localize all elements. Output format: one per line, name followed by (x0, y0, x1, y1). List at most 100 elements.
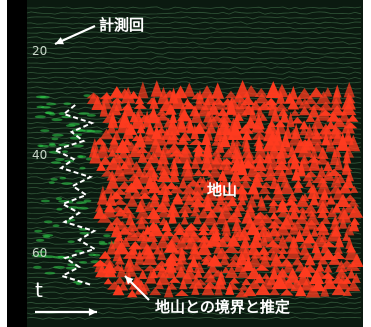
bedrock-signal-mark (236, 157, 248, 176)
bedrock-signal-mark (177, 147, 193, 164)
bedrock-signal-mark (103, 278, 113, 285)
bedrock-signal-mark (329, 147, 340, 166)
bedrock-signal-mark (134, 107, 145, 116)
bedrock-signal-mark (264, 153, 280, 170)
bedrock-signal-mark (198, 222, 211, 232)
bedrock-signal-mark (308, 103, 324, 111)
bedrock-signal-mark (139, 185, 150, 195)
bedrock-signal-mark (237, 124, 254, 134)
left-black-strip (7, 0, 27, 327)
bedrock-signal-mark (301, 222, 312, 237)
bedrock-signal-mark (276, 168, 289, 183)
bedrock-signal-mark (230, 148, 244, 164)
trace-line (26, 11, 362, 15)
bedrock-signal-mark (106, 122, 117, 134)
bedrock-signal-mark (329, 218, 341, 230)
bedrock-signal-mark (339, 215, 348, 229)
bedrock-signal-mark (178, 177, 188, 189)
bedrock-signal-mark (326, 112, 341, 122)
bedrock-signal-mark (95, 203, 104, 212)
bedrock-signal-mark (254, 87, 268, 98)
bedrock-signal-mark (105, 192, 117, 206)
bedrock-signal-mark (294, 284, 307, 297)
bedrock-signal-mark (134, 280, 149, 295)
bedrock-signal-mark (305, 179, 314, 187)
bedrock-signal-mark (118, 281, 129, 291)
bedrock-signal-mark (276, 90, 286, 104)
bedrock-signal-mark (311, 115, 325, 129)
bedrock-signal-mark (288, 207, 300, 220)
bedrock-signal-mark (236, 243, 252, 254)
bedrock-signal-mark (97, 213, 112, 223)
bedrock-signal-mark (243, 85, 260, 97)
bedrock-signal-mark (190, 190, 205, 201)
bedrock-signal-mark (149, 169, 159, 182)
bedrock-signal-mark (121, 86, 136, 104)
bedrock-signal-mark (142, 110, 152, 128)
bedrock-signal-mark (163, 253, 179, 267)
bedrock-signal-mark (305, 212, 321, 226)
bedrock-signal-mark (305, 283, 321, 298)
bedrock-signal-mark (98, 185, 108, 200)
bedrock-signal-mark (238, 173, 253, 182)
arrow-right-icon-head (88, 308, 97, 316)
bedrock-signal-mark (290, 109, 300, 116)
bedrock-signal-mark (182, 102, 197, 110)
weak-signal-blip (51, 133, 64, 137)
bedrock-signal-mark (290, 152, 301, 170)
bedrock-signal-mark (216, 187, 226, 201)
bedrock-signal-mark (291, 167, 302, 181)
bedrock-signal-mark (254, 264, 270, 271)
bedrock-signal-mark (213, 125, 224, 142)
bedrock-signal-mark (265, 240, 281, 248)
trace-line (26, 36, 362, 40)
weak-signal-blip (67, 218, 76, 222)
bedrock-signal-mark (294, 229, 305, 242)
bedrock-signal-mark (316, 179, 332, 195)
bedrock-signal-mark (277, 251, 287, 259)
bedrock-signal-mark (347, 114, 359, 122)
bedrock-signal-mark (299, 120, 310, 130)
bedrock-signal-mark (258, 113, 268, 121)
bedrock-signal-mark (217, 169, 228, 181)
bedrock-signal-mark (149, 287, 162, 296)
bedrock-signal-mark (271, 274, 288, 290)
bedrock-signal-mark (161, 219, 172, 232)
bedrock-signal-mark (207, 101, 220, 115)
bedrock-signal-mark (351, 272, 361, 283)
bedrock-label: 地山 (207, 181, 238, 199)
bedrock-signal-mark (186, 117, 195, 134)
trace-line (26, 56, 362, 60)
bedrock-signal-mark (342, 288, 353, 296)
bedrock-signal-mark (297, 139, 314, 158)
bedrock-signal-mark (211, 82, 225, 99)
weak-signal-blip (40, 106, 51, 109)
bedrock-signal-mark (254, 273, 266, 284)
bedrock-signal-mark (327, 206, 338, 218)
bedrock-signal-mark (107, 111, 119, 128)
weak-signal-blip (33, 265, 42, 269)
bedrock-signal-mark (316, 91, 332, 104)
bedrock-signal-mark (295, 194, 310, 207)
trace-line (26, 306, 362, 310)
bedrock-signal-mark (227, 122, 244, 140)
bedrock-signal-mark (163, 284, 174, 298)
bedrock-signal-mark (242, 256, 255, 272)
bedrock-signal-mark (121, 157, 136, 175)
weak-signal-blip (73, 144, 84, 148)
bedrock-signal-mark (130, 189, 143, 200)
weak-signal-blip (55, 197, 63, 201)
bedrock-signal-mark (332, 202, 342, 213)
bedrock-signal-mark (317, 223, 330, 236)
trace-line (26, 66, 362, 70)
bedrock-signal-mark (335, 267, 348, 278)
bedrock-signal-mark (157, 148, 170, 165)
bedrock-signal-mark (326, 195, 336, 205)
bedrock-signal-mark (182, 165, 194, 181)
bedrock-signal-mark (230, 168, 242, 182)
bedrock-signal-mark (226, 234, 241, 247)
bedrock-signal-mark (334, 244, 343, 254)
weak-signal-blip (40, 199, 51, 203)
weak-signal-blip (74, 249, 84, 253)
bedrock-signal-mark (91, 95, 104, 110)
